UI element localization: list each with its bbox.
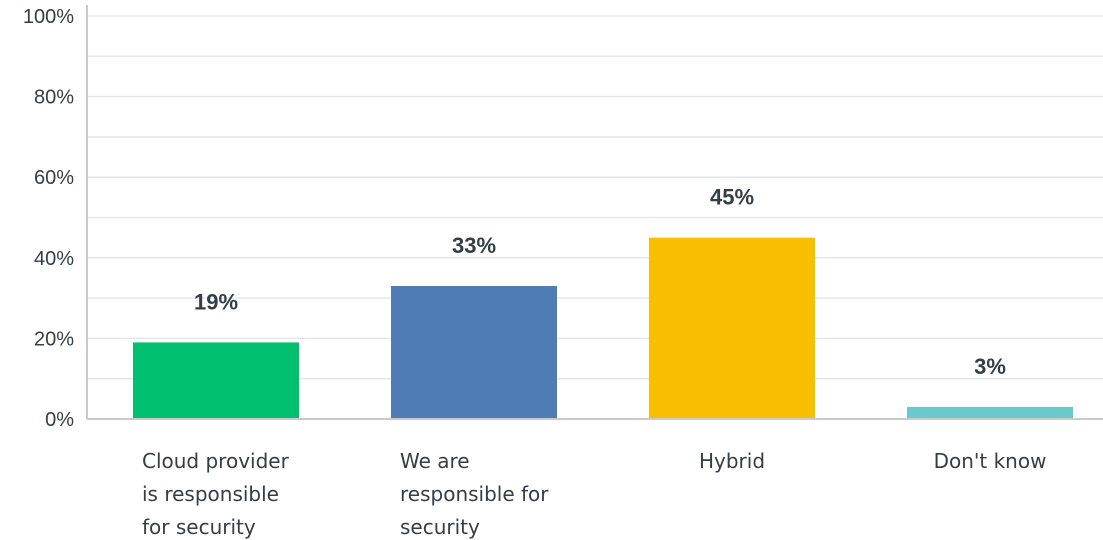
- bar: [133, 342, 299, 419]
- data-label: 45%: [710, 185, 754, 210]
- y-tick-label: 60%: [34, 167, 74, 189]
- bar: [907, 406, 1073, 419]
- x-tick-label: Hybrid: [699, 449, 765, 473]
- y-tick-label: 100%: [23, 6, 74, 28]
- y-tick-label: 80%: [34, 87, 74, 109]
- y-axis-ticks: 0% 20% 40% 60% 80% 100%: [23, 6, 74, 431]
- data-label: 33%: [452, 233, 496, 258]
- data-labels: 19% 33% 45% 3%: [194, 185, 1006, 379]
- x-tick-label: Don't know: [934, 449, 1047, 473]
- y-tick-label: 20%: [34, 328, 74, 350]
- gridlines: [87, 15, 1103, 380]
- x-tick-label: for security: [142, 515, 256, 539]
- x-tick-label: is responsible: [142, 482, 279, 506]
- x-tick-label: responsible for: [400, 482, 549, 506]
- bars: [133, 237, 1073, 419]
- y-tick-label: 40%: [34, 248, 74, 270]
- x-tick-label: We are: [400, 449, 470, 473]
- data-label: 3%: [974, 354, 1006, 379]
- x-tick-label: Cloud provider: [142, 449, 290, 473]
- bar: [391, 286, 557, 419]
- bar: [649, 237, 815, 419]
- y-tick-label: 0%: [45, 409, 74, 431]
- data-label: 19%: [194, 289, 238, 314]
- x-tick-label: security: [400, 515, 480, 539]
- x-axis-labels: Cloud provider is responsible for security…: [142, 449, 1046, 539]
